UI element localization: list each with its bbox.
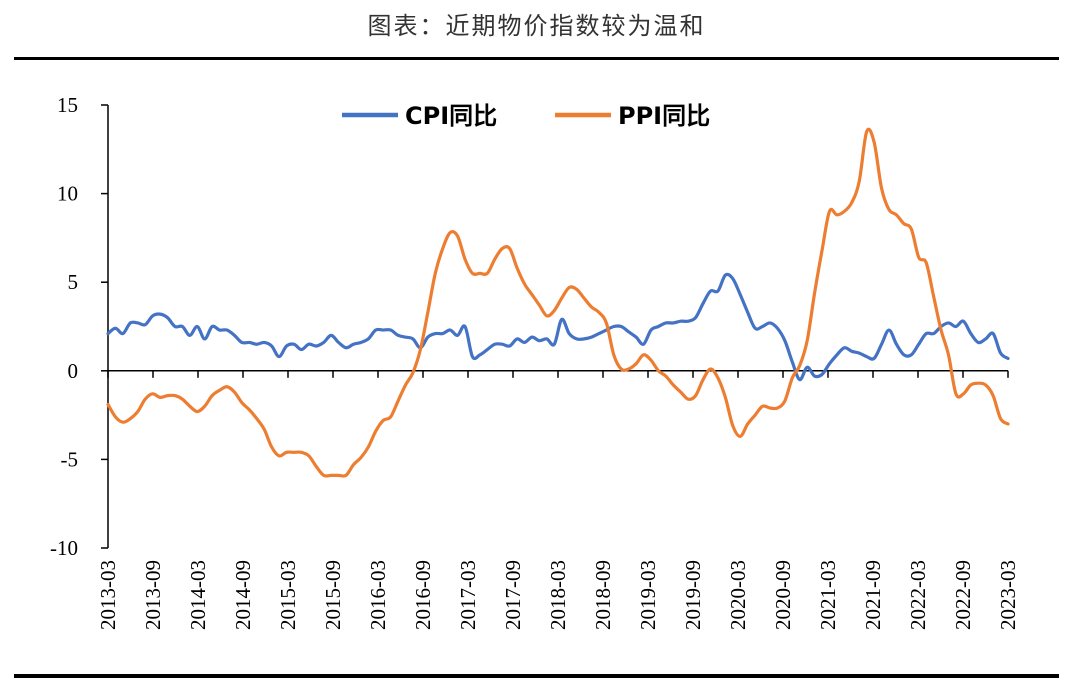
x-tick-label: 2019-09 [681,560,705,630]
legend-label-ppi: PPI同比 [618,102,710,130]
chart-series [106,127,1010,478]
y-tick-label: 5 [68,270,79,294]
y-tick-label: 0 [68,359,79,383]
y-tick-label: 10 [57,182,78,206]
x-tick-label: 2018-09 [591,560,615,630]
y-tick-label: 15 [57,93,78,117]
bottom-rule [14,674,1059,678]
x-tick-label: 2018-03 [546,560,570,630]
x-tick-label: 2017-03 [456,560,480,630]
y-tick-label: -5 [61,447,79,471]
x-tick-label: 2013-09 [141,560,165,630]
chart-legend: CPI同比 PPI同比 [342,102,710,130]
x-tick-label: 2019-03 [636,560,660,630]
x-tick-label: 2020-03 [726,560,750,630]
x-tick-label: 2023-03 [996,560,1020,630]
legend-label-cpi: CPI同比 [405,102,497,130]
x-tick-label: 2013-03 [96,560,120,630]
series-line-cpi [106,272,1010,382]
x-tick-label: 2021-09 [861,560,885,630]
series-line-ppi [106,127,1010,478]
chart-title: 图表：近期物价指数较为温和 [367,12,706,40]
chart-axes: 15 10 5 0 -5 -10 2013-03 2013-09 2014-03 2014-09 2… [50,93,1020,630]
x-tick-label: 2016-09 [411,560,435,630]
x-tick-label: 2015-03 [276,560,300,630]
x-tick-label: 2022-09 [951,560,975,630]
x-tick-label: 2017-09 [501,560,525,630]
x-tick-label: 2020-09 [771,560,795,630]
x-tick-label: 2014-09 [231,560,255,630]
top-rule [14,57,1059,60]
x-tick-label: 2022-03 [906,560,930,630]
x-tick-label: 2015-09 [321,560,345,630]
y-tick-label: -10 [50,536,78,560]
x-tick-label: 2021-03 [816,560,840,630]
x-tick-label: 2016-03 [366,560,390,630]
x-tick-label: 2014-03 [186,560,210,630]
